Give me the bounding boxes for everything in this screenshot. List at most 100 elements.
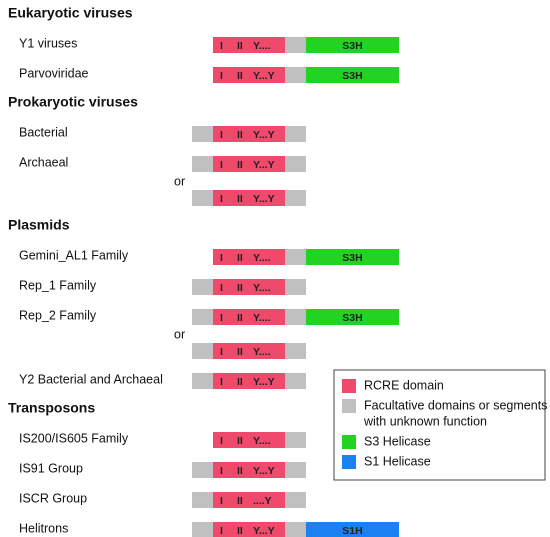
row-label: IS200/IS605 Family [19,431,129,445]
segment-gray [285,462,306,478]
helicase-label: S3H [342,40,362,52]
helicase-label: S1H [342,525,362,537]
motif-label: II [237,40,243,52]
row-label: Archaeal [19,155,68,169]
segment-gray [285,432,306,448]
motif-label: I [220,346,223,358]
segment-rcre [213,279,285,295]
motif-label: II [237,252,243,264]
row-label: IS91 Group [19,461,83,475]
motif-label: II [237,525,243,537]
section-title: Eukaryotic viruses [8,5,133,21]
segment-rcre [213,309,285,325]
segment-gray [285,67,306,83]
segment-gray [192,309,213,325]
segment-rcre [213,67,285,83]
segment-rcre [213,249,285,265]
motif-label: II [237,282,243,294]
motif-label: II [237,312,243,324]
segment-gray [285,522,306,537]
row-label: Parvoviridae [19,66,89,80]
section-title: Plasmids [8,217,70,233]
motif-label: II [237,495,243,507]
motif-label: I [220,282,223,294]
motif-label: Y.... [253,252,271,264]
segment-gray [285,309,306,325]
motif-label: Y...Y [253,70,275,82]
segment-gray [192,279,213,295]
legend-label: RCRE domain [364,378,444,392]
segment-gray [192,462,213,478]
motif-label: I [220,70,223,82]
segment-s3 [306,67,399,83]
motif-label: II [237,346,243,358]
row-label: Bacterial [19,125,68,139]
legend-swatch [342,435,356,449]
segment-gray [192,190,213,206]
motif-label: I [220,525,223,537]
motif-label: Y...Y [253,376,275,388]
helicase-label: S3H [342,70,362,82]
motif-label: I [220,159,223,171]
segment-s1 [306,522,399,537]
segment-rcre [213,522,285,537]
segment-rcre [213,432,285,448]
legend-label: Facultative domains or segments [364,398,547,412]
row-label: Rep_1 Family [19,278,97,292]
segment-gray [285,126,306,142]
motif-label: Y.... [253,435,271,447]
motif-label: I [220,193,223,205]
legend-label: with unknown function [363,414,487,428]
segment-rcre [213,190,285,206]
helicase-label: S3H [342,312,362,324]
row-label: Y1 viruses [19,36,77,50]
segment-gray [285,156,306,172]
segment-gray [192,373,213,389]
motif-label: II [237,376,243,388]
helicase-label: S3H [342,252,362,264]
motif-label: Y.... [253,346,271,358]
section-title: Prokaryotic viruses [8,94,138,110]
segment-gray [192,156,213,172]
motif-label: I [220,312,223,324]
segment-rcre [213,343,285,359]
row-label: Rep_2 Family [19,308,97,322]
motif-label: I [220,495,223,507]
legend-box [333,369,546,481]
section-title: Transposons [8,400,95,416]
motif-label: ....Y [253,495,272,507]
motif-label: II [237,465,243,477]
row-label: ISCR Group [19,491,87,505]
motif-label: I [220,465,223,477]
motif-label: I [220,40,223,52]
motif-label: Y...Y [253,193,275,205]
row-label: Gemini_AL1 Family [19,248,129,262]
motif-label: Y...Y [253,525,275,537]
motif-label: Y.... [253,40,271,52]
legend-swatch [342,399,356,413]
segment-gray [285,190,306,206]
segment-gray [285,279,306,295]
segment-rcre [213,156,285,172]
segment-gray [192,522,213,537]
motif-label: II [237,159,243,171]
segment-gray [192,343,213,359]
motif-label: I [220,129,223,141]
legend-label: S1 Helicase [364,454,431,468]
motif-label: Y...Y [253,465,275,477]
row-label: Helitrons [19,521,68,535]
or-label: or [174,174,185,188]
motif-label: II [237,435,243,447]
legend-swatch [342,455,356,469]
segment-s3 [306,309,399,325]
segment-gray [285,249,306,265]
motif-label: Y.... [253,312,271,324]
motif-label: Y...Y [253,159,275,171]
segment-rcre [213,492,285,508]
motif-label: I [220,376,223,388]
segment-gray [285,37,306,53]
motif-label: Y.... [253,282,271,294]
segment-gray [192,492,213,508]
segment-gray [285,492,306,508]
